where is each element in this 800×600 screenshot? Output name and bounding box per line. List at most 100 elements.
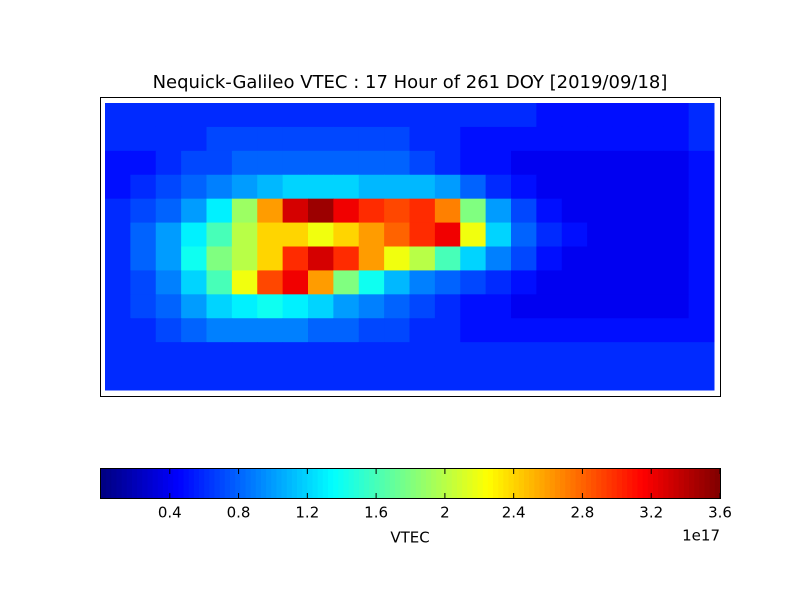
- colorbar-swatch: [467, 469, 473, 498]
- heat-cell: [384, 150, 410, 176]
- heat-cell: [384, 270, 410, 295]
- colorbar-swatch: [611, 469, 618, 498]
- heat-cell: [105, 270, 131, 295]
- colorbar-offset: 1e17: [682, 527, 720, 545]
- heat-cell: [612, 366, 639, 391]
- heat-cell: [181, 150, 207, 176]
- heat-cell: [155, 150, 182, 176]
- heat-cell: [511, 198, 537, 224]
- heat-cell: [511, 366, 537, 391]
- heat-cell: [181, 366, 207, 391]
- colorbar-swatch: [178, 469, 185, 498]
- heat-cell: [460, 246, 487, 271]
- colorbar-swatch: [647, 469, 654, 498]
- heat-cell: [206, 366, 233, 391]
- heat-cell: [612, 126, 639, 152]
- colorbar: [101, 469, 721, 498]
- heat-cell: [511, 270, 537, 295]
- colorbar-swatch: [410, 469, 417, 498]
- heat-cell: [105, 366, 131, 391]
- heat-cell: [231, 198, 258, 224]
- heat-cell: [434, 103, 461, 128]
- colorbar-swatch: [188, 469, 195, 498]
- heat-cell: [434, 246, 461, 271]
- heat-cell: [282, 270, 309, 295]
- heat-cell: [130, 150, 157, 176]
- colorbar-swatch: [245, 469, 252, 498]
- heat-cell: [130, 270, 157, 295]
- heat-cell: [308, 342, 334, 367]
- colorbar-swatch: [704, 469, 711, 498]
- heat-cell: [384, 174, 410, 200]
- colorbar-swatch: [147, 469, 154, 498]
- heat-cell: [409, 246, 436, 271]
- heat-cell: [485, 174, 512, 200]
- colorbar-swatch: [601, 469, 608, 498]
- colorbar-swatch: [425, 469, 432, 498]
- colorbar-swatch: [240, 469, 246, 498]
- heat-cell: [485, 150, 512, 176]
- colorbar-swatch: [585, 469, 592, 498]
- heat-cell: [333, 222, 360, 247]
- heat-cell: [409, 294, 436, 319]
- heat-cell: [333, 366, 360, 391]
- heat-cell: [688, 246, 715, 271]
- colorbar-swatch: [173, 469, 179, 498]
- heat-cell: [688, 294, 715, 319]
- colorbar-swatch: [322, 469, 329, 498]
- heat-cell: [688, 103, 715, 128]
- colorbar-swatch: [627, 469, 633, 498]
- heat-cell: [358, 174, 385, 200]
- colorbar-tick-label: 3.2: [639, 504, 663, 522]
- heat-cell: [561, 222, 588, 247]
- heat-cell: [561, 103, 588, 128]
- heat-cell: [130, 366, 157, 391]
- heat-cell: [105, 294, 131, 319]
- heat-cell: [181, 198, 207, 224]
- colorbar-swatch: [101, 469, 107, 498]
- heat-cell: [663, 150, 690, 176]
- heat-cell: [282, 103, 309, 128]
- heat-cell: [587, 198, 613, 224]
- heat-cell: [105, 222, 131, 247]
- colorbar-swatch: [673, 469, 680, 498]
- heat-cell: [384, 342, 410, 367]
- heat-cell: [561, 270, 588, 295]
- heat-cell: [663, 318, 690, 343]
- colorbar-swatch: [523, 469, 530, 498]
- heat-cell: [688, 222, 715, 247]
- colorbar-swatch: [250, 469, 257, 498]
- heat-cell: [206, 150, 233, 176]
- heat-cell: [358, 366, 385, 391]
- heat-cell: [358, 342, 385, 367]
- heat-cell: [257, 103, 284, 128]
- heat-cell: [282, 318, 309, 343]
- colorbar-swatch: [689, 469, 695, 498]
- heat-cell: [511, 174, 537, 200]
- colorbar-swatch: [606, 469, 613, 498]
- colorbar-swatch: [281, 469, 288, 498]
- heat-cell: [384, 222, 410, 247]
- heat-cell: [637, 174, 664, 200]
- heat-cell: [561, 246, 588, 271]
- heat-cell: [409, 198, 436, 224]
- heat-cell: [105, 103, 131, 128]
- heat-cell: [358, 150, 385, 176]
- colorbar-swatch: [276, 469, 283, 498]
- heat-cell: [536, 318, 563, 343]
- heat-cell: [231, 246, 258, 271]
- heat-cell: [460, 270, 487, 295]
- heat-cell: [485, 198, 512, 224]
- heat-cell: [105, 318, 131, 343]
- colorbar-swatch: [131, 469, 138, 498]
- heat-cell: [637, 150, 664, 176]
- colorbar-swatch: [297, 469, 303, 498]
- heat-cell: [308, 174, 334, 200]
- heat-cell: [434, 342, 461, 367]
- heat-cell: [460, 294, 487, 319]
- heat-cell: [155, 270, 182, 295]
- heat-cell: [485, 126, 512, 152]
- heat-cell: [536, 198, 563, 224]
- colorbar-swatch: [116, 469, 123, 498]
- heat-cell: [511, 246, 537, 271]
